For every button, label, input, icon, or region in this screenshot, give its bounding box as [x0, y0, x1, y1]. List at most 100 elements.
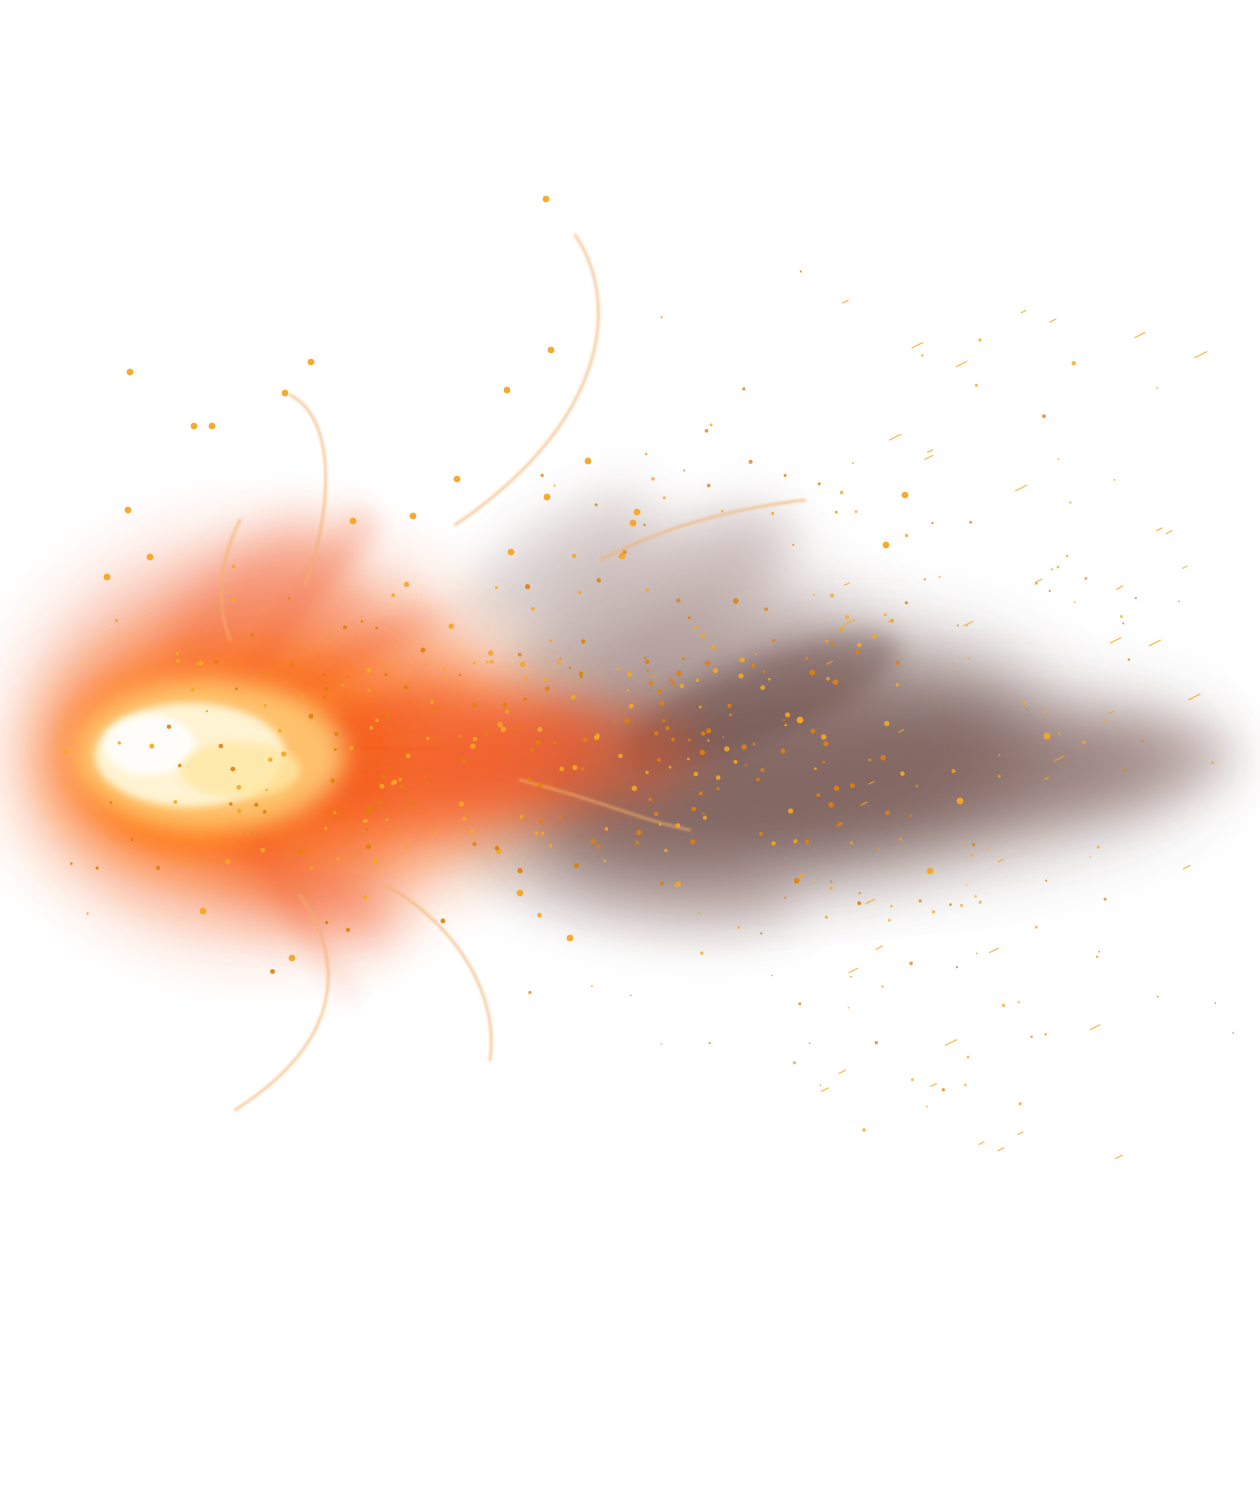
spark — [577, 590, 582, 594]
spark — [805, 839, 810, 845]
spark — [517, 652, 522, 657]
spark — [230, 766, 236, 772]
spark — [671, 737, 675, 742]
spark — [1058, 731, 1061, 735]
ember-streak — [383, 883, 493, 1062]
spark — [117, 741, 122, 745]
spark — [780, 748, 786, 754]
spark — [528, 990, 532, 995]
spark-dash — [1194, 351, 1208, 359]
spark — [1141, 740, 1144, 743]
spark — [590, 985, 593, 988]
spark — [654, 731, 659, 736]
spark — [687, 757, 690, 761]
spark-dash — [875, 945, 883, 950]
spark — [651, 477, 655, 481]
spark — [578, 671, 584, 676]
spark — [497, 722, 503, 728]
spark — [458, 673, 462, 677]
spark — [572, 764, 578, 771]
spark — [921, 354, 924, 357]
smoke-cloud — [760, 722, 1240, 818]
spark — [489, 729, 492, 732]
spark — [784, 723, 788, 727]
spark — [62, 749, 68, 754]
spark — [505, 710, 510, 714]
spark — [926, 1105, 929, 1108]
spark — [531, 785, 535, 789]
spark — [324, 826, 328, 831]
spark — [635, 840, 640, 845]
spark — [618, 753, 623, 759]
spark — [816, 793, 821, 798]
ember — [516, 889, 524, 897]
spark — [225, 859, 231, 865]
spark — [540, 473, 544, 477]
spark — [788, 808, 794, 814]
spark — [405, 753, 411, 759]
spark — [826, 676, 830, 681]
spark — [472, 842, 477, 847]
spark — [748, 459, 753, 464]
spark — [1096, 845, 1100, 849]
spark — [472, 661, 476, 665]
spark — [246, 833, 250, 836]
spark — [752, 742, 756, 746]
spark — [1050, 568, 1054, 571]
spark — [911, 1078, 914, 1082]
spark-dash — [1134, 331, 1146, 339]
spark — [754, 652, 757, 656]
spark — [263, 704, 267, 708]
spark — [931, 910, 936, 914]
spark — [872, 634, 877, 639]
spark — [626, 672, 632, 677]
spark — [810, 728, 816, 734]
spark — [1122, 622, 1125, 625]
spark — [733, 760, 738, 764]
spark — [542, 677, 548, 683]
spark — [660, 316, 663, 319]
spark — [845, 615, 850, 620]
spark — [798, 1002, 802, 1006]
spark — [904, 601, 909, 605]
spark — [706, 728, 712, 734]
spark — [559, 766, 565, 772]
spark-dash — [889, 433, 902, 441]
spark — [800, 873, 804, 878]
spark — [1042, 414, 1046, 418]
spark — [582, 737, 588, 743]
spark — [175, 658, 181, 664]
spark — [653, 811, 659, 816]
spark — [890, 904, 893, 908]
spark — [502, 702, 507, 708]
spark — [838, 821, 843, 826]
spark — [895, 683, 899, 687]
ember — [956, 797, 964, 805]
ember — [543, 493, 551, 501]
spark — [668, 765, 672, 769]
spark — [1001, 1003, 1006, 1008]
spark — [268, 757, 273, 762]
spark — [858, 891, 861, 895]
spark — [537, 912, 542, 918]
spark — [814, 767, 817, 770]
spark — [783, 719, 785, 722]
spark — [808, 1042, 811, 1044]
spark-dash — [1114, 1154, 1124, 1160]
spark — [941, 1088, 945, 1092]
spark — [822, 760, 826, 764]
spark — [825, 639, 829, 643]
spark-dash — [930, 1082, 938, 1088]
spark — [830, 880, 833, 883]
spark — [727, 703, 732, 708]
spark — [756, 777, 760, 782]
spark — [517, 724, 521, 729]
spark — [1084, 577, 1088, 580]
spark — [594, 503, 598, 507]
spark — [254, 802, 259, 807]
spark — [1048, 589, 1051, 593]
spark — [444, 674, 449, 679]
spark — [405, 846, 409, 850]
spark — [909, 814, 912, 818]
spark — [330, 778, 336, 784]
